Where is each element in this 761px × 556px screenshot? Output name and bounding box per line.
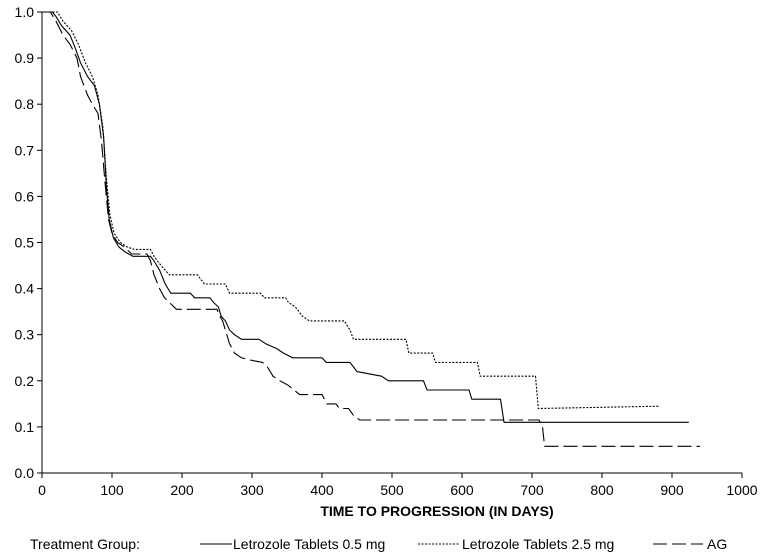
- legend-label-letrozole-2-5mg: Letrozole Tablets 2.5 mg: [462, 536, 614, 552]
- y-tick-label: 0.3: [15, 327, 35, 343]
- y-tick-label: 0.9: [15, 50, 35, 66]
- y-tick-label: 0.5: [15, 235, 35, 251]
- plot-area: 0.0 0.1 0.2 0.3 0.4 0.5 0.6 0.7 0.8 0.9 1.0 0 100 20…: [15, 4, 758, 498]
- legend-label-letrozole-0-5mg: Letrozole Tablets 0.5 mg: [233, 536, 385, 552]
- x-tick-label: 1000: [726, 482, 757, 498]
- x-tick-label: 600: [450, 482, 474, 498]
- y-tick-label: 0.2: [15, 373, 35, 389]
- x-tick-label: 100: [100, 482, 124, 498]
- x-axis-title: TIME TO PROGRESSION (IN DAYS): [320, 503, 553, 519]
- legend-title: Treatment Group:: [30, 536, 140, 552]
- x-tick-label: 300: [240, 482, 264, 498]
- y-tick-label: 0.4: [15, 281, 35, 297]
- series-lines: [42, 11, 700, 447]
- x-tick-label: 800: [590, 482, 614, 498]
- x-tick-label: 400: [310, 482, 334, 498]
- y-tick-label: 0.7: [15, 142, 35, 158]
- x-tick-label: 900: [660, 482, 684, 498]
- series-line-dotted: [42, 11, 661, 410]
- x-axis-ticks: 0 100 200 300 400 500 600 700 800 900 1000: [38, 473, 758, 498]
- y-tick-label: 0.6: [15, 188, 35, 204]
- y-axis-ticks: 0.0 0.1 0.2 0.3 0.4 0.5 0.6 0.7 0.8 0.9 1.0: [15, 4, 42, 481]
- x-tick-label: 700: [520, 482, 544, 498]
- x-tick-label: 500: [380, 482, 404, 498]
- x-tick-label: 0: [38, 482, 46, 498]
- series-line-dashed: [42, 11, 700, 447]
- y-tick-label: 0.1: [15, 419, 35, 435]
- series-line-solid: [42, 11, 689, 423]
- y-tick-label: 0.8: [15, 96, 35, 112]
- x-tick-label: 200: [170, 482, 194, 498]
- legend: Treatment Group: Letrozole Tablets 0.5 m…: [30, 536, 727, 552]
- legend-label-ag: AG: [707, 536, 727, 552]
- y-tick-label: 1.0: [15, 4, 35, 20]
- y-tick-label: 0.0: [15, 465, 35, 481]
